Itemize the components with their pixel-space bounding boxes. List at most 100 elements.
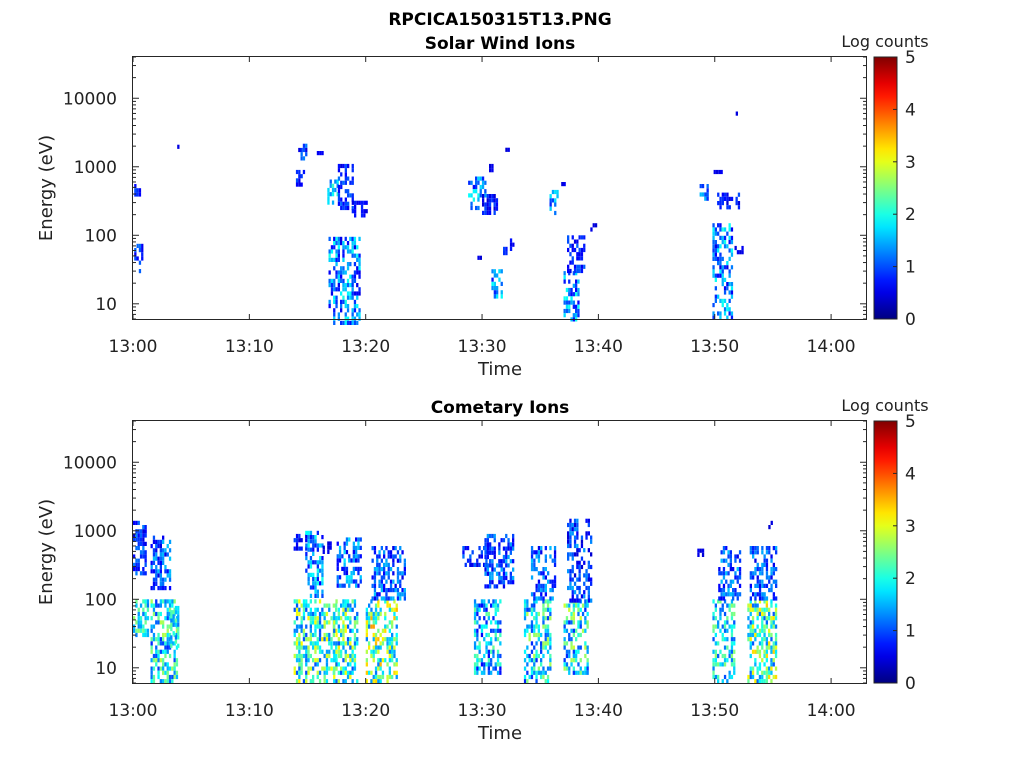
spectrogram-cell xyxy=(500,559,503,564)
spectrogram-cell xyxy=(307,547,310,552)
spectrogram-cell xyxy=(483,670,486,675)
spectrogram-cell xyxy=(535,596,538,601)
spectrogram-cell xyxy=(137,620,140,625)
spectrogram-cell xyxy=(712,252,715,257)
spectrogram-cell xyxy=(142,537,145,542)
spectrogram-cell xyxy=(144,571,147,576)
spectrogram-cell xyxy=(761,670,764,675)
spectrogram-cell xyxy=(523,616,527,621)
spectrogram-cell xyxy=(489,575,492,581)
spectrogram-cell xyxy=(137,611,140,617)
spectrogram-cell xyxy=(577,308,580,314)
spectrogram-cell xyxy=(321,535,324,540)
spectrogram-cell xyxy=(493,206,496,211)
spectrogram-cell xyxy=(318,637,322,642)
spectrogram-cell xyxy=(578,256,581,261)
spectrogram-cell xyxy=(312,547,315,552)
spectrogram-cell xyxy=(496,294,499,299)
spectrogram-cell xyxy=(401,571,404,576)
spectrogram-cell xyxy=(312,620,315,625)
spectrogram-cell xyxy=(352,566,355,571)
spectrogram-cell xyxy=(328,603,331,608)
spectrogram-cell xyxy=(174,605,178,611)
spectrogram-cell xyxy=(341,583,344,588)
spectrogram-cell xyxy=(387,588,390,593)
spectrogram-cell xyxy=(723,311,727,316)
spectrogram-cell xyxy=(726,201,729,206)
spectrogram-cell xyxy=(578,247,581,253)
spectrogram-cell xyxy=(714,294,717,299)
spectrogram-cell xyxy=(732,592,735,597)
spectrogram-cell xyxy=(483,603,486,608)
spectrogram-cell xyxy=(530,620,534,625)
spectrogram-cell xyxy=(770,637,773,642)
spectrogram-cell xyxy=(579,620,582,625)
spectrogram-cell xyxy=(309,572,313,577)
spectrogram-cell xyxy=(714,256,717,261)
spectrogram-cell xyxy=(754,607,757,612)
spectrogram-cell xyxy=(321,666,324,671)
spectrogram-cell xyxy=(587,522,590,528)
spectrogram-cell xyxy=(383,588,386,593)
spectrogram-cell xyxy=(363,213,366,218)
spectrogram-cell xyxy=(295,533,299,539)
spectrogram-cell xyxy=(349,262,352,267)
spectrogram-cell xyxy=(314,535,317,540)
spectrogram-cell xyxy=(159,552,162,557)
spectrogram-cell xyxy=(168,573,172,578)
spectrogram-cell xyxy=(569,577,572,582)
spectrogram-cell xyxy=(774,653,778,659)
spectrogram-cell xyxy=(537,558,541,563)
spectrogram-cell xyxy=(523,679,527,684)
spectrogram-cell xyxy=(372,674,375,680)
spectrogram-cell xyxy=(526,670,529,675)
spectrogram-cell xyxy=(727,550,730,555)
spectrogram-cell xyxy=(340,632,343,638)
spectrogram-cell xyxy=(316,530,319,535)
spectrogram-cell xyxy=(340,270,343,275)
spectrogram-cell xyxy=(342,603,345,608)
spectrogram-cell xyxy=(302,607,306,612)
spectrogram-cell xyxy=(380,596,383,601)
spectrogram-cell xyxy=(314,577,317,582)
spectrogram-cell xyxy=(470,201,473,206)
spectrogram-cell xyxy=(568,603,571,608)
spectrogram-cell xyxy=(388,653,391,659)
spectrogram-cell xyxy=(381,658,385,663)
spectrogram-cell xyxy=(162,581,165,586)
spectrogram-cell xyxy=(344,320,347,325)
spectrogram-cell xyxy=(493,584,496,589)
spectrogram-cell xyxy=(717,662,720,667)
spectrogram-cell xyxy=(162,658,165,663)
spectrogram-cell xyxy=(712,637,715,642)
spectrogram-cell xyxy=(576,243,579,248)
spectrogram-cell xyxy=(576,577,579,582)
spectrogram-cell xyxy=(723,628,727,633)
spectrogram-cell xyxy=(701,192,705,197)
spectrogram-cell xyxy=(573,590,577,595)
spectrogram-cell xyxy=(498,550,501,555)
spectrogram-cell xyxy=(157,569,160,574)
spectrogram-cell xyxy=(305,637,308,642)
spectrogram-cell xyxy=(544,637,547,642)
spectrogram-cell xyxy=(378,583,381,588)
spectrogram-cell xyxy=(567,535,570,540)
spectrogram-cell xyxy=(712,315,715,320)
spectrogram-cell xyxy=(305,624,308,629)
spectrogram-cell xyxy=(572,304,575,309)
spectrogram-cell xyxy=(542,674,545,680)
spectrogram-cell xyxy=(159,573,162,578)
spectrogram-cell xyxy=(466,558,470,563)
spectrogram-cell xyxy=(576,560,579,565)
spectrogram-cell xyxy=(500,294,503,299)
spectrogram-cell xyxy=(738,583,742,588)
spectrogram-cell xyxy=(549,658,552,663)
spectrogram-cell xyxy=(152,658,156,663)
spectrogram-cell xyxy=(579,670,582,675)
spectrogram-cell xyxy=(765,550,769,555)
spectrogram-cell xyxy=(342,599,345,604)
spectrogram-cell xyxy=(395,674,398,680)
spectrogram-cell xyxy=(493,210,496,215)
spectrogram-cell xyxy=(135,546,138,551)
spectrogram-cell xyxy=(569,552,572,557)
